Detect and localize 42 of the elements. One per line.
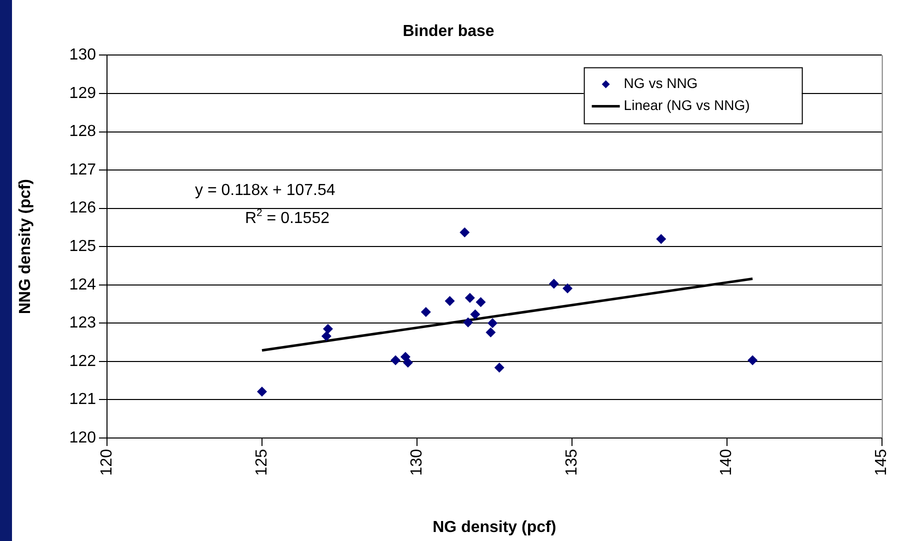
point <box>486 327 496 338</box>
y-tick-label: 127 <box>69 161 96 178</box>
point <box>420 307 431 318</box>
point <box>321 331 332 342</box>
point <box>470 309 480 320</box>
point <box>390 355 401 366</box>
point <box>548 278 559 289</box>
y-axis-title: NNG density (pcf) <box>17 179 34 314</box>
y-tick-label: 126 <box>69 200 96 217</box>
y-tick-label: 121 <box>69 391 96 408</box>
legend-label: NG vs NNG <box>624 75 698 92</box>
y-tick-label: 122 <box>69 352 96 370</box>
point <box>256 386 267 397</box>
y-tick-label: 125 <box>69 238 96 256</box>
x-tick-label: 140 <box>718 448 736 476</box>
annotation: y = 0.118x + 107.54 <box>195 182 336 200</box>
y-tick-label: 129 <box>69 84 96 102</box>
point <box>656 234 666 244</box>
chart-title: Binder base <box>402 23 494 40</box>
x-tick-label: 145 <box>873 448 890 476</box>
y-tick-label: 123 <box>69 314 96 332</box>
point <box>444 296 455 306</box>
point <box>562 283 573 294</box>
point <box>476 297 486 308</box>
point <box>402 358 413 368</box>
point <box>494 362 504 373</box>
point <box>322 324 333 334</box>
y-tick-label: 128 <box>69 123 96 140</box>
point <box>488 318 498 328</box>
x-tick-label: 120 <box>98 448 116 476</box>
point <box>748 355 758 366</box>
x-tick-label: 135 <box>563 448 580 476</box>
x-tick-label: 125 <box>253 448 270 476</box>
legend-label: Linear (NG vs NNG) <box>624 97 750 114</box>
y-tick-label: 120 <box>69 429 96 446</box>
point <box>460 227 470 238</box>
x-tick-label: 130 <box>408 448 426 476</box>
point <box>463 317 474 328</box>
point <box>464 292 475 303</box>
y-tick-label: 130 <box>69 46 96 64</box>
y-tick-label: 124 <box>69 276 96 294</box>
x-axis-title: NG density (pcf) <box>432 518 556 536</box>
